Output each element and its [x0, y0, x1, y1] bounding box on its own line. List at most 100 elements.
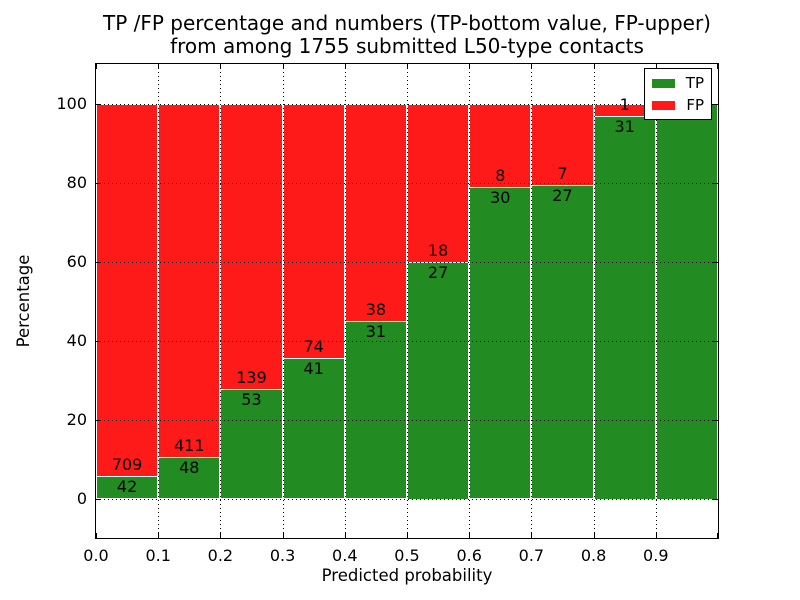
- bar-segment-tp: [282, 357, 345, 499]
- v-gridline: [283, 64, 284, 538]
- v-gridline: [594, 64, 595, 538]
- x-tick-label: 0.6: [456, 546, 482, 565]
- bar-segment-tp: [344, 321, 407, 499]
- bar-segment-fp: [344, 103, 407, 322]
- fp-count-label: 411: [174, 436, 205, 456]
- legend-swatch-tp: [652, 78, 675, 88]
- bar-segment-tp: [220, 389, 283, 499]
- y-tick-label: 80: [66, 172, 87, 192]
- tp-count-label: 48: [179, 458, 200, 478]
- y-tick-mark: [713, 262, 718, 263]
- x-tick-mark: [407, 64, 408, 69]
- bar-segment-fp: [158, 103, 221, 458]
- y-tick-mark: [96, 183, 101, 184]
- chart-title-line1: TP /FP percentage and numbers (TP-bottom…: [103, 11, 711, 35]
- v-gridline: [345, 64, 346, 538]
- y-tick-mark: [96, 262, 101, 263]
- tp-count-label: 30: [490, 187, 511, 207]
- y-tick-mark: [96, 104, 101, 105]
- x-tick-mark: [531, 533, 532, 538]
- fp-count-label: 139: [236, 368, 267, 388]
- bar-segment-tp: [469, 186, 532, 499]
- y-tick-label: 60: [66, 251, 87, 271]
- x-tick-label: 0.9: [643, 546, 669, 565]
- y-tick-mark: [96, 341, 101, 342]
- y-tick-labels: 0 20 40 60 80 100: [45, 63, 87, 539]
- x-tick-mark: [220, 64, 221, 69]
- x-tick-label: 0.3: [269, 546, 296, 565]
- x-tick-mark: [345, 533, 346, 538]
- tp-count-label: 42: [116, 477, 138, 497]
- y-tick-mark: [96, 499, 101, 500]
- x-tick-mark: [96, 64, 97, 69]
- x-tick-mark: [717, 64, 718, 69]
- x-tick-mark: [531, 64, 532, 69]
- legend-label-fp: FP: [686, 96, 704, 114]
- bar-segment-tp: [655, 103, 718, 499]
- y-tick-mark: [96, 420, 101, 421]
- y-tick-label: 0: [76, 488, 87, 508]
- x-tick-mark: [407, 533, 408, 538]
- tp-count-label: 27: [552, 185, 573, 205]
- fp-count-label: 74: [303, 336, 324, 356]
- tp-count-label: 53: [241, 390, 262, 410]
- v-gridline: [656, 64, 657, 538]
- bar-segment-fp: [96, 103, 159, 477]
- legend: TP FP: [644, 68, 712, 120]
- x-tick-mark: [656, 533, 657, 538]
- bar-segment-fp: [407, 103, 470, 262]
- x-tick-mark: [345, 64, 346, 69]
- x-tick-label: 0.0: [83, 546, 109, 565]
- x-tick-mark: [469, 533, 470, 538]
- x-tick-label: 0.8: [580, 546, 607, 565]
- y-tick-mark: [713, 183, 718, 184]
- x-tick-label: 0.7: [518, 546, 545, 565]
- v-gridline: [407, 64, 408, 538]
- legend-item-tp: TP: [652, 75, 704, 91]
- v-gridline: [158, 64, 159, 538]
- tp-count-label: 31: [365, 322, 387, 342]
- x-tick-mark: [220, 533, 221, 538]
- fp-count-label: 7: [557, 163, 568, 183]
- x-tick-label: 0.1: [145, 546, 171, 565]
- tp-count-label: 27: [427, 262, 449, 282]
- chart-title-line2: from among 1755 submitted L50-type conta…: [170, 34, 644, 58]
- x-tick-label: 0.4: [332, 546, 358, 565]
- y-tick-mark: [713, 341, 718, 342]
- bar-segment-fp: [282, 103, 345, 358]
- bar-segment-fp: [220, 103, 283, 390]
- y-tick-label: 40: [66, 330, 87, 350]
- y-tick-label: 100: [56, 93, 87, 113]
- y-tick-mark: [713, 104, 718, 105]
- x-axis-label: Predicted probability: [321, 566, 493, 585]
- v-gridline: [469, 64, 470, 538]
- fp-count-label: 1: [619, 94, 630, 114]
- fp-count-label: 8: [495, 165, 506, 185]
- y-tick-label: 20: [66, 409, 87, 429]
- bar-segment-tp: [158, 457, 221, 499]
- x-tick-label: 0.5: [394, 546, 420, 565]
- x-tick-mark: [96, 533, 97, 538]
- x-tick-mark: [656, 64, 657, 69]
- plot-area: TP FP 709 42 411 48 139 53 74 41 38 31 18 27 8 30 7 27 1 3…: [95, 63, 719, 539]
- x-tick-mark: [158, 64, 159, 69]
- x-tick-labels: 0.0 0.1 0.2 0.3 0.4 0.5 0.6 0.7 0.8 0.9: [83, 546, 719, 565]
- legend-swatch-fp: [652, 100, 675, 110]
- bar-segment-tp: [593, 115, 656, 499]
- x-tick-label: 0.2: [207, 546, 234, 565]
- legend-item-fp: FP: [652, 97, 704, 113]
- x-tick-mark: [594, 533, 595, 538]
- y-tick-mark: [713, 420, 718, 421]
- tp-count-label: 41: [303, 358, 324, 378]
- bar-segment-tp: [407, 261, 470, 499]
- x-tick-mark: [283, 533, 284, 538]
- chart-title: TP /FP percentage and numbers (TP-bottom…: [95, 12, 719, 58]
- fp-count-label: 38: [365, 300, 387, 320]
- x-tick-mark: [717, 533, 718, 538]
- v-gridline: [220, 64, 221, 538]
- x-tick-mark: [158, 533, 159, 538]
- x-tick-mark: [594, 64, 595, 69]
- v-gridline: [531, 64, 532, 538]
- fp-count-label: 18: [427, 240, 449, 260]
